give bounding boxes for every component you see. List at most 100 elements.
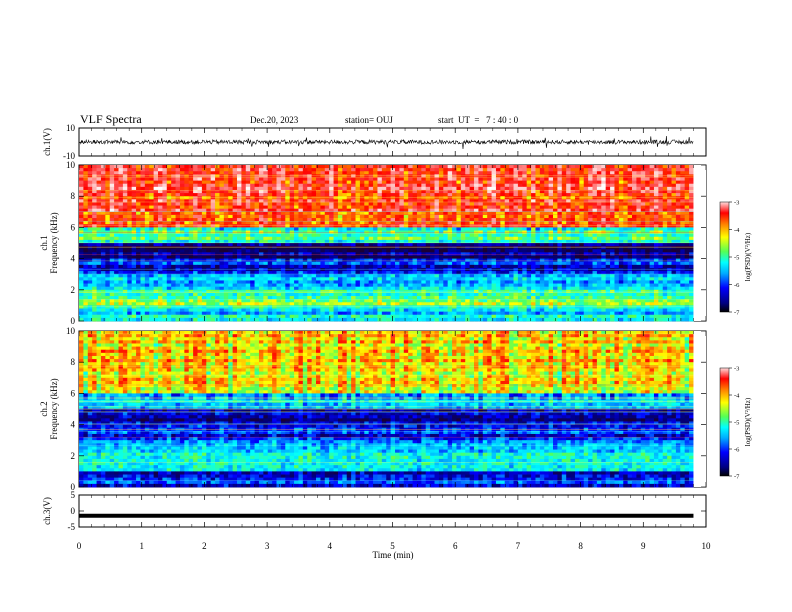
spectrogram-cell [456,271,462,275]
spectrogram-cell [460,165,466,169]
spectrogram-cell [482,211,488,216]
spectrogram-cell [342,211,348,216]
spectrogram-cell [228,258,234,263]
spectrogram-cell [109,193,115,197]
spectrogram-cell [645,205,650,210]
spectrogram-cell [517,252,523,256]
spectrogram-cell [136,180,141,185]
spectrogram-cell [201,271,207,275]
spectrogram-cell [373,165,378,169]
spectrogram-cell [219,211,225,216]
spectrogram-cell [689,171,694,175]
spectrogram-cell [539,230,545,235]
spectrogram-cell [267,180,273,185]
spectrogram-cell [118,199,124,203]
spectrogram-cell [228,249,234,253]
spectrogram-cell [421,177,427,181]
spectrogram-cell [583,230,589,235]
spectrogram-cell [653,264,659,269]
spectrogram-cell [570,189,576,194]
spectrogram-cell [517,196,523,200]
spectrogram-cell [553,193,558,197]
spectrogram-cell [285,252,291,256]
spectrogram-cell [574,186,580,191]
spectrogram-cell [610,236,615,241]
spectrogram-cell [311,177,317,181]
spectrogram-cell [223,180,229,185]
spectrogram-cell [377,227,383,231]
spectrogram-cell [153,186,159,191]
spectrogram-cell [333,183,339,188]
spectrogram-cell [232,202,238,206]
spectrogram-cell [342,267,348,272]
spectrogram-cell [434,218,440,222]
spectrogram-cell [513,196,519,200]
spectrogram-cell [636,214,642,219]
spectrogram-cell [258,258,264,263]
spectrogram-cell [601,239,607,244]
spectrogram-cell [373,267,378,272]
spectrogram-cell [561,205,567,210]
spectrogram-cell [272,221,277,225]
spectrogram-cell [557,236,563,241]
spectrogram-cell [263,236,269,241]
spectrogram-cell [144,180,150,185]
spectrogram-cell [171,267,176,272]
spectrogram-cell [544,177,550,181]
spectrogram-cell [337,236,343,241]
spectrogram-cell [368,205,374,210]
spectrogram-cell [83,230,89,235]
spectrogram-cell [675,227,681,231]
spectrogram-cell [166,246,172,250]
spectrogram-cell [324,230,330,235]
spectrogram-cell [614,214,620,219]
spectrogram-cell [561,236,567,241]
spectrogram-cell [403,261,409,266]
spectrogram-cell [570,239,576,244]
spectrogram-cell [364,243,370,247]
spectrogram-cell [294,214,299,219]
spectrogram-cell [351,171,356,175]
spectrogram-cell [136,252,141,256]
spectrogram-cell [193,221,198,225]
spectrogram-cell [689,168,694,172]
spectrogram-cell [553,224,558,228]
spectrogram-cell [456,196,462,200]
spectrogram-cell [197,261,203,266]
spectrogram-cell [667,264,672,269]
spectrogram-cell [92,211,97,216]
spectrogram-cell [316,271,321,275]
spectrogram-cell [171,246,176,250]
spectrogram-cell [438,177,444,181]
spectrogram-cell [574,168,580,172]
spectrogram-cell [627,252,633,256]
spectrogram-cell [92,255,97,259]
spectrogram-cell [289,243,295,247]
spectrogram-cell [671,255,677,259]
spectrogram-cell [588,186,593,191]
spectrogram-cell [456,205,462,210]
spectrogram-cell [522,171,528,175]
spectrogram-cell [495,258,501,263]
spectrogram-cell [561,243,567,247]
spectrogram-cell [302,199,308,203]
spectrogram-cell [412,177,418,181]
spectrogram-cell [408,261,413,266]
spectrogram-cell [377,274,383,278]
spectrogram-cell [219,183,225,188]
spectrogram-cell [324,180,330,185]
spectrogram-cell [329,168,334,172]
spectrogram-cell [237,239,242,244]
spectrogram-cell [193,233,198,238]
spectrogram-cell [166,267,172,272]
spectrogram-cell [333,274,339,278]
spectrogram-cell [403,274,409,278]
spectrogram-cell [144,224,150,228]
spectrogram-cell [522,252,528,256]
spectrogram-cell [601,227,607,231]
spectrogram-cell [175,224,181,228]
spectrogram-cell [548,221,554,225]
spectrogram-cell [381,236,387,241]
spectrogram-cell [632,264,637,269]
spectrogram-cell [465,174,471,178]
